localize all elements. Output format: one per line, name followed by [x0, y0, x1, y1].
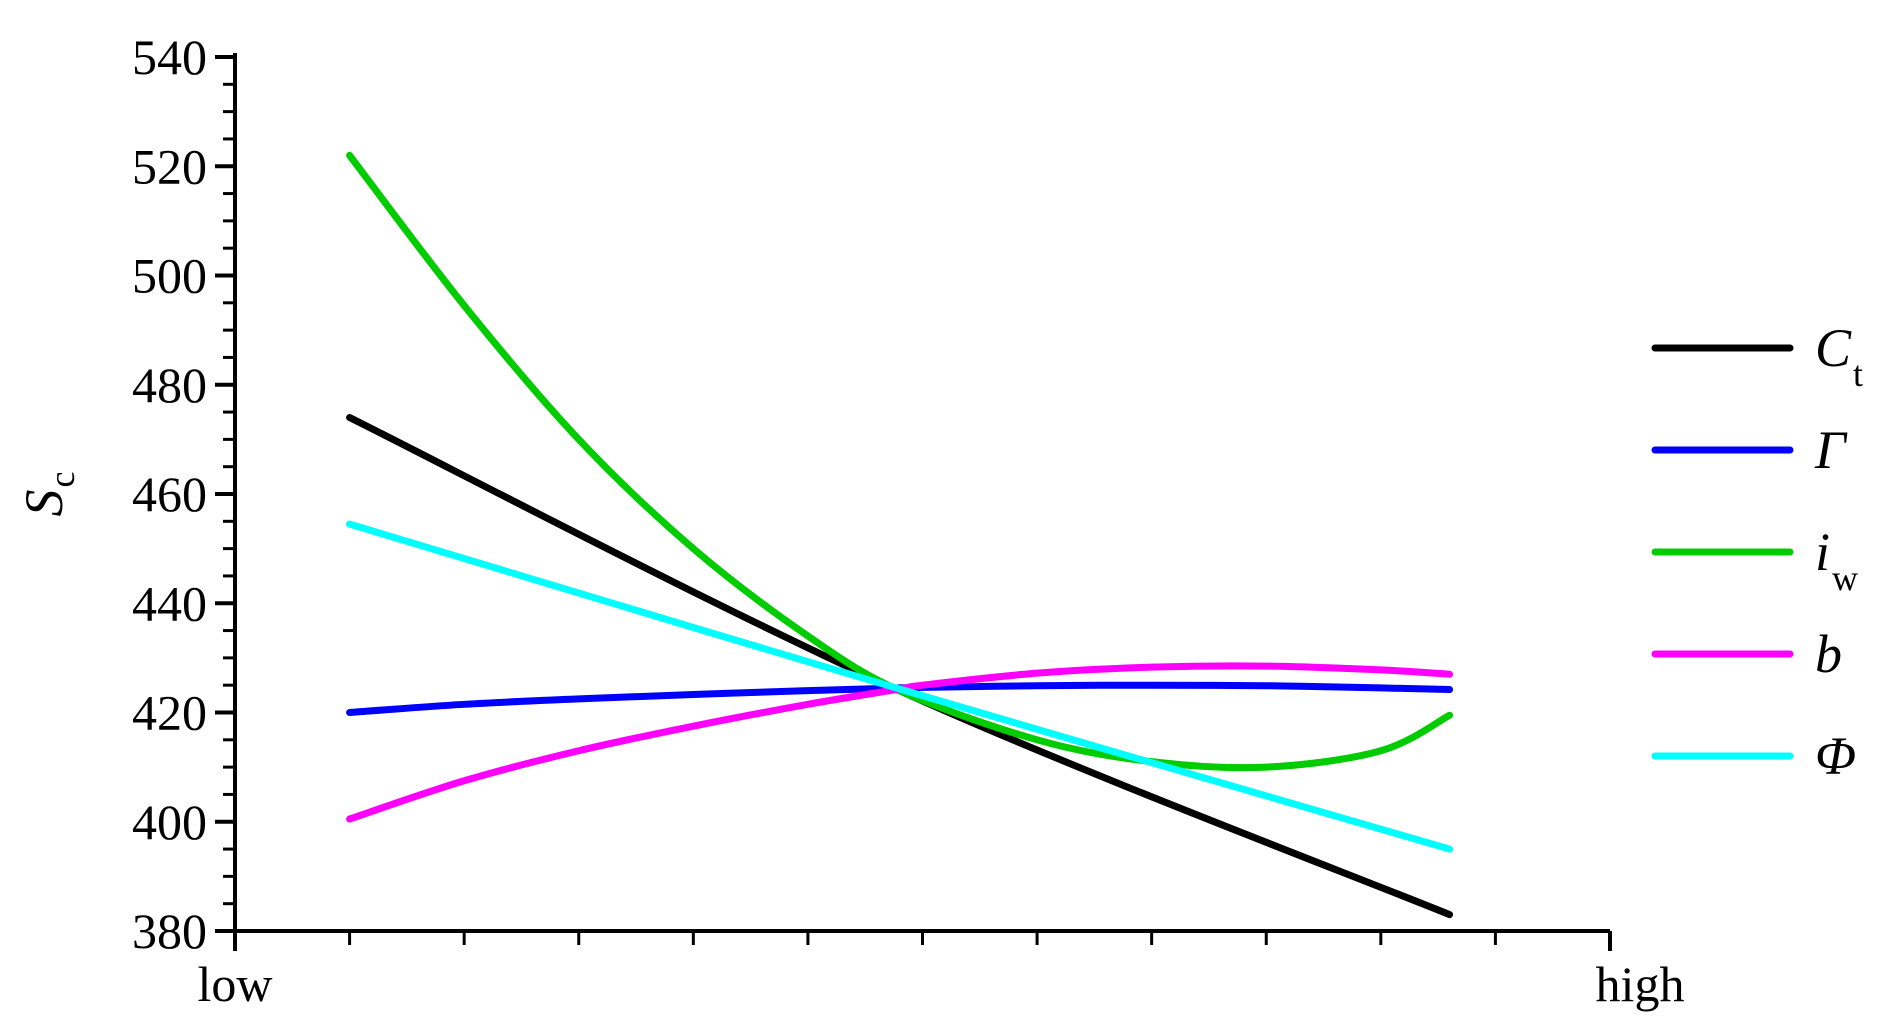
legend-label-main: C [1815, 318, 1852, 378]
legend-entry-2: iw [1815, 522, 1858, 598]
series-line-2 [346, 151, 1454, 772]
y-tick-label: 380 [132, 903, 207, 959]
y-tick-label: 540 [132, 29, 207, 85]
y-tick-label: 520 [132, 138, 207, 194]
series-line-4 [346, 520, 1454, 853]
y-axis-label: Sc [14, 472, 82, 517]
legend-label-main: Φ [1815, 726, 1856, 786]
legend-entry-4: Φ [1815, 726, 1856, 786]
y-tick-label: 400 [132, 794, 207, 850]
x-start-label: low [198, 956, 273, 1012]
legend-entry-3: b [1815, 624, 1842, 684]
axes: 380 400 420 440 460 480 500 520 540 low high Sc [14, 29, 1684, 1012]
y-tick-label: 420 [132, 685, 207, 741]
y-tick-label: 480 [132, 357, 207, 413]
x-end-label: high [1596, 956, 1685, 1012]
legend-label-main: i [1815, 522, 1830, 582]
y-axis-label-sub: c [42, 472, 82, 488]
legend-label-sub: t [1853, 354, 1863, 394]
y-tick-label: 500 [132, 248, 207, 304]
y-tick-label: 460 [132, 466, 207, 522]
legend-label-main: b [1815, 624, 1842, 684]
legend-entry-1: Γ [1814, 420, 1848, 480]
legend-label-sub: w [1832, 558, 1858, 598]
legend-entry-0: Ct [1815, 318, 1863, 394]
series-layer [346, 151, 1454, 919]
y-tick-label: 440 [132, 575, 207, 631]
legend-label-main: Γ [1814, 420, 1848, 480]
y-axis-label-main: S [14, 489, 74, 516]
series-line-3 [346, 662, 1454, 823]
